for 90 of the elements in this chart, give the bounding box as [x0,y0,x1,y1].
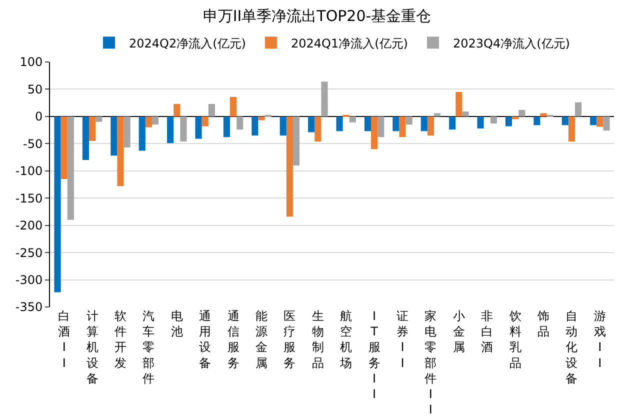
bar [223,116,230,138]
bar [292,116,300,166]
bar [54,116,61,292]
x-tick-label: 证券II [396,309,408,370]
bar [195,116,202,139]
x-tick-label: 饰品 [536,309,550,339]
legend-label: 2023Q4净流入(亿元) [452,36,570,50]
bar [180,116,187,142]
bar [406,116,412,125]
bar [574,102,582,116]
y-tick-label: -50 [22,136,43,151]
bar [477,116,484,128]
bar [252,116,258,136]
bar [124,116,130,148]
x-tick-label: 白酒II [58,309,70,370]
x-tick-label: 非白酒 [481,309,494,354]
bar [596,116,604,127]
legend-label: 2024Q1净流入(亿元) [290,36,408,50]
x-tick-label: 生物制品 [312,309,324,370]
x-tick-label: 通用设备 [199,309,212,370]
legend-label: 2024Q2净流入(亿元) [129,36,246,50]
bar [603,116,610,131]
bar [314,116,322,142]
bar [67,116,74,220]
x-tick-label: 游戏II [594,309,606,370]
bar [208,104,215,116]
x-tick-label: 计算机设备 [86,309,98,386]
chart-title: 申万II单季净流出TOP20-基金重仓 [202,6,432,25]
bar [462,112,469,116]
bar [82,116,90,160]
bar [518,110,526,116]
bar [540,113,547,116]
x-tick-label: 自动化设备 [566,309,578,386]
x-tick-label: 医疗服务 [284,309,296,370]
bar [371,116,378,150]
bar [456,92,462,116]
bar [174,104,180,116]
bar [117,116,124,186]
x-tick-label: 航空机场 [339,309,352,370]
bar [202,116,208,126]
bar [392,116,400,132]
bar [590,116,597,126]
bar [152,116,159,125]
y-tick-label: -200 [15,218,43,233]
bar [505,116,512,126]
x-tick-label: 饮料乳品 [508,309,522,370]
bar [321,82,328,116]
y-tick-label: -100 [15,164,43,178]
y-tick-label: 100 [20,55,43,70]
bar [230,96,237,116]
bar [427,116,434,136]
bar [562,116,568,126]
x-tick-label: 能源金属 [256,309,268,370]
bar [258,116,265,120]
x-tick-label: 电池 [170,309,183,339]
bar [349,116,356,122]
x-tick-label: 汽车零部件 [142,309,155,386]
bar [286,116,293,217]
y-tick-label: -300 [15,272,43,287]
bar [534,116,540,126]
bar [280,116,286,136]
bar [434,113,441,116]
bar [308,116,315,132]
bar [110,116,118,156]
bar [420,116,428,132]
bar [236,116,244,130]
x-tick-label: 小金属 [452,309,465,354]
x-tick-label: 家电零部件II [424,309,437,417]
bar [378,116,384,138]
bar [96,116,102,122]
bar [364,116,372,132]
y-tick-label: 0 [34,110,43,124]
bar [512,116,519,120]
y-tick-label: -350 [15,300,43,314]
bar [145,116,152,128]
bar [490,116,497,124]
x-tick-label: 通信服务 [227,309,240,370]
bar [60,116,68,180]
y-tick-label: -250 [15,246,43,260]
bar [167,116,174,144]
x-tick-label: 软件开发 [114,309,126,370]
bar [399,116,406,138]
bar [89,116,96,141]
y-tick-label: 50 [27,82,43,96]
x-tick-label: IT服务II [368,309,380,401]
bar [336,116,343,132]
bar [449,116,456,130]
y-tick-label: -150 [15,191,43,206]
bar [138,116,146,151]
bar [568,116,575,142]
